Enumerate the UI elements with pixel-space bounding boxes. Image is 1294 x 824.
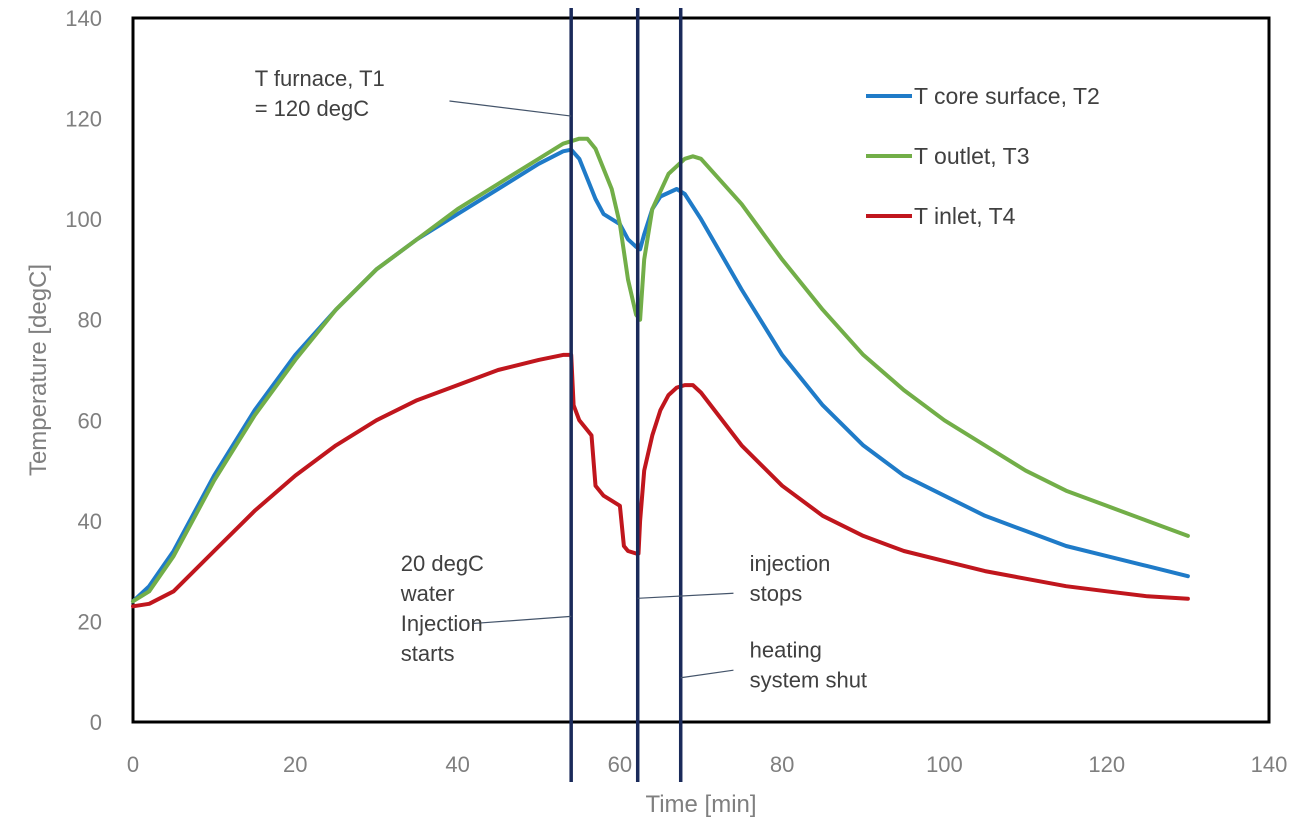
- y-tick-label: 40: [78, 509, 102, 534]
- annotation-leader: [449, 100, 572, 117]
- y-axis-title: Temperature [degC]: [25, 264, 52, 476]
- x-tick-label: 0: [127, 752, 139, 777]
- annotation-text: stops: [750, 581, 803, 606]
- x-tick-label: 80: [770, 752, 794, 777]
- annotation-text: injection: [750, 551, 831, 576]
- x-tick-label: 140: [1251, 752, 1288, 777]
- y-tick-label: 20: [78, 609, 102, 634]
- annotation-leader: [473, 615, 572, 625]
- annotations: T furnace, T1 = 120 degC 20 degC water Injec…: [255, 66, 867, 693]
- annotation-text: Injection: [401, 611, 483, 636]
- annotation-text: = 120 degC: [255, 96, 369, 121]
- y-tick-label: 0: [90, 710, 102, 735]
- legend: T core surface, T2 T outlet, T3 T inlet, T…: [866, 83, 1100, 229]
- annotation-leader: [680, 669, 734, 679]
- x-tick-label: 20: [283, 752, 307, 777]
- x-axis-ticks: 0 20 40 60 80 100 120 140: [127, 752, 1287, 777]
- y-axis-ticks: 0 20 40 60 80 100 120 140: [65, 6, 102, 735]
- y-tick-label: 100: [65, 207, 102, 232]
- series-line-3: [131, 352, 1190, 609]
- x-axis-title: Time [min]: [645, 791, 756, 818]
- x-tick-label: 120: [1088, 752, 1125, 777]
- annotation-text: heating: [750, 638, 822, 663]
- series-line-2: [131, 136, 1190, 604]
- x-tick-label: 100: [926, 752, 963, 777]
- y-tick-label: 140: [65, 6, 102, 31]
- annotation-text: 20 degC: [401, 551, 484, 576]
- legend-label: T core surface, T2: [914, 83, 1100, 109]
- annotation-text: T furnace, T1: [255, 66, 385, 91]
- y-tick-label: 60: [78, 408, 102, 433]
- y-tick-label: 120: [65, 107, 102, 132]
- y-tick-label: 80: [78, 308, 102, 333]
- annotation-text: system shut: [750, 668, 867, 693]
- x-tick-label: 40: [445, 752, 469, 777]
- annotation-text: water: [400, 581, 455, 606]
- legend-label: T outlet, T3: [914, 143, 1030, 169]
- annotation-text: starts: [401, 641, 455, 666]
- series-layer: [131, 136, 1190, 609]
- event-lines: [569, 8, 683, 782]
- annotation-leader: [637, 592, 734, 599]
- plot-area: [131, 16, 1271, 724]
- legend-label: T inlet, T4: [914, 203, 1016, 229]
- x-tick-label: 60: [608, 752, 632, 777]
